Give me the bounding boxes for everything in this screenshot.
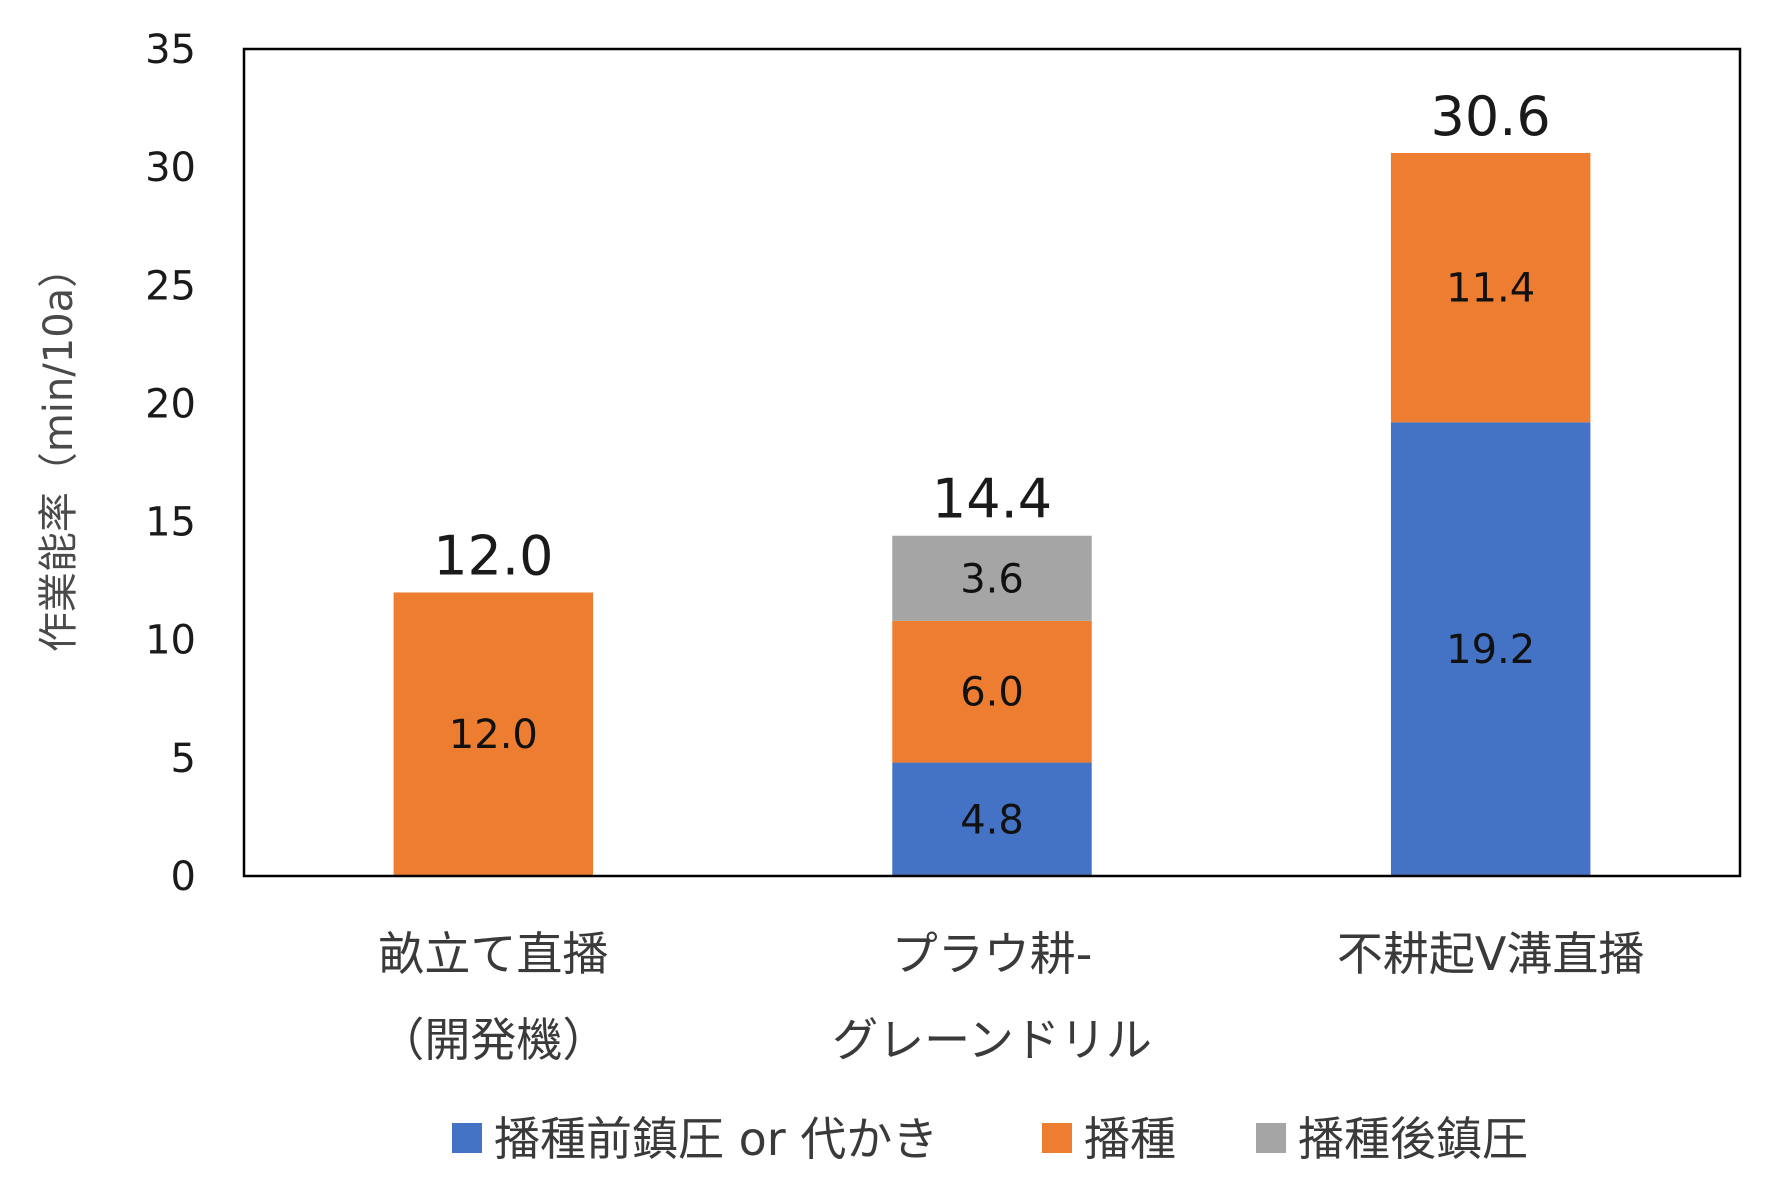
legend-swatch bbox=[1256, 1123, 1286, 1153]
legend-swatch bbox=[452, 1123, 482, 1153]
bar-segment bbox=[1390, 152, 1591, 423]
legend: 播種前鎮圧 or 代かき 播種 播種後鎮圧 bbox=[452, 1112, 1528, 1166]
category-label: 不耕起V溝直播 bbox=[1337, 927, 1644, 981]
plot-area-frame bbox=[242, 47, 1742, 878]
y-tick-label: 25 bbox=[145, 263, 196, 309]
category-label: グレーンドリル bbox=[832, 1013, 1152, 1067]
y-axis-ticks: 0 5 10 15 20 25 30 35 bbox=[145, 27, 196, 900]
bar-total-label: 14.4 bbox=[932, 468, 1052, 531]
bar-segment bbox=[892, 620, 1092, 763]
legend-label: 播種後鎮圧 bbox=[1298, 1112, 1528, 1166]
y-axis-label: 作業能率（min/10a） bbox=[36, 248, 82, 652]
y-tick-label: 5 bbox=[171, 736, 196, 782]
segment-value-label: 6.0 bbox=[960, 670, 1024, 716]
y-tick-label: 0 bbox=[171, 854, 196, 900]
segment-value-label: 19.2 bbox=[1446, 627, 1535, 673]
segment-value-label: 4.8 bbox=[960, 797, 1024, 843]
bar-segment bbox=[1390, 422, 1591, 876]
category-label: プラウ耕- bbox=[892, 927, 1093, 981]
bar-segment bbox=[892, 762, 1092, 876]
category-label: 畝立て直播 bbox=[378, 927, 608, 981]
total-labels: 12.0 14.4 30.6 bbox=[433, 85, 1551, 587]
y-tick-label: 15 bbox=[145, 500, 196, 546]
segment-labels: 12.0 4.8 6.0 3.6 19.2 11.4 bbox=[449, 266, 1535, 844]
y-tick-label: 35 bbox=[145, 27, 196, 73]
segment-value-label: 12.0 bbox=[449, 712, 538, 758]
segment-value-label: 11.4 bbox=[1446, 266, 1535, 312]
y-tick-label: 10 bbox=[145, 618, 196, 664]
y-tick-label: 30 bbox=[145, 145, 196, 191]
legend-label: 播種前鎮圧 or 代かき bbox=[494, 1112, 938, 1166]
y-tick-label: 20 bbox=[145, 381, 196, 427]
bars bbox=[393, 152, 1591, 876]
legend-label: 播種 bbox=[1084, 1112, 1176, 1166]
bar-total-label: 12.0 bbox=[433, 524, 553, 587]
bar-segment bbox=[892, 535, 1092, 621]
category-label: （開発機） bbox=[378, 1013, 608, 1067]
bar-total-label: 30.6 bbox=[1431, 85, 1551, 148]
segment-value-label: 3.6 bbox=[960, 556, 1024, 602]
bar-segment bbox=[393, 592, 594, 876]
legend-swatch bbox=[1042, 1123, 1072, 1153]
category-labels: 畝立て直播 （開発機） プラウ耕- グレーンドリル 不耕起V溝直播 bbox=[378, 927, 1644, 1067]
